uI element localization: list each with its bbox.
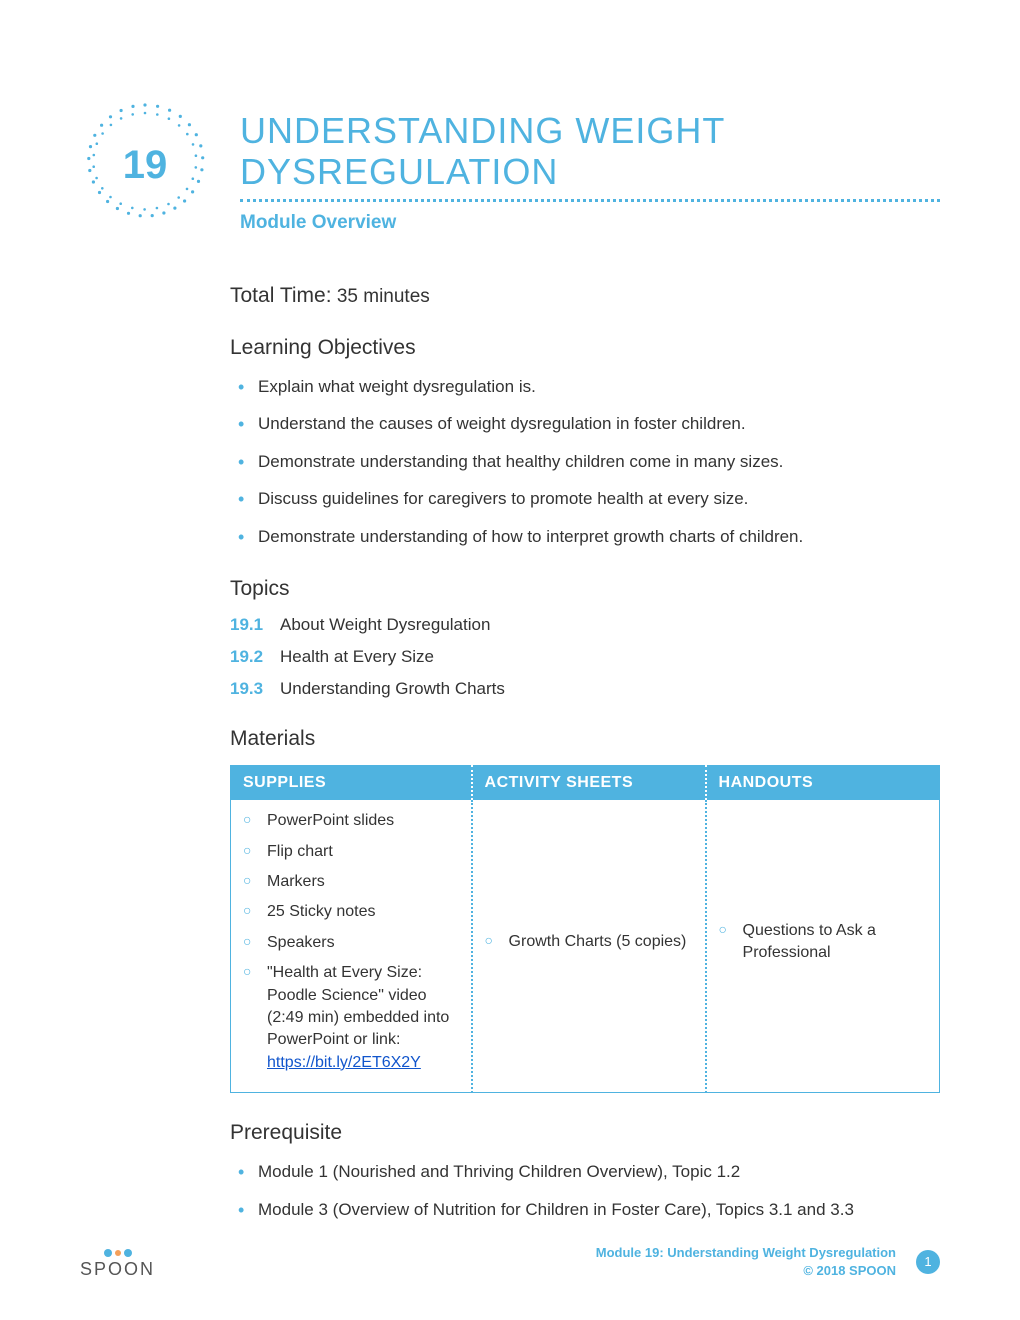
topic-title: About Weight Dysregulation <box>280 615 490 635</box>
objectives-heading: Learning Objectives <box>230 336 940 360</box>
video-link[interactable]: https://bit.ly/2ET6X2Y <box>267 1054 421 1071</box>
total-time-label: Total Time: <box>230 284 332 307</box>
col-handouts: HANDOUTS <box>706 766 940 801</box>
footer-text: Module 19: Understanding Weight Dysregul… <box>596 1244 896 1280</box>
materials-heading: Materials <box>230 727 940 751</box>
list-item: Demonstrate understanding of how to inte… <box>230 524 940 550</box>
activity-list: Growth Charts (5 copies) <box>485 931 693 953</box>
spoon-icon <box>104 1249 132 1257</box>
footer-copyright: © 2018 SPOON <box>596 1262 896 1280</box>
logo-text: SPOON <box>80 1259 155 1280</box>
list-item: Growth Charts (5 copies) <box>485 931 693 953</box>
list-item: Module 3 (Overview of Nutrition for Chil… <box>230 1197 940 1223</box>
list-item: "Health at Every Size: Poodle Science" v… <box>243 962 459 1074</box>
subtitle: Module Overview <box>240 212 940 234</box>
supplies-list: PowerPoint slides Flip chart Markers 25 … <box>243 810 459 1074</box>
col-supplies: SUPPLIES <box>231 766 472 801</box>
header: 19 UNDERSTANDING WEIGHT DYSREGULATION Mo… <box>80 100 940 234</box>
video-text: "Health at Every Size: Poodle Science" v… <box>267 964 449 1048</box>
total-time: Total Time: 35 minutes <box>230 284 940 308</box>
supplies-cell: PowerPoint slides Flip chart Markers 25 … <box>231 800 472 1092</box>
content: Total Time: 35 minutes Learning Objectiv… <box>230 284 940 1222</box>
topic-title: Health at Every Size <box>280 647 434 667</box>
list-item: Module 1 (Nourished and Thriving Childre… <box>230 1159 940 1185</box>
topic-number: 19.1 <box>230 615 280 635</box>
topics-list: 19.1 About Weight Dysregulation 19.2 Hea… <box>230 615 940 699</box>
title-block: UNDERSTANDING WEIGHT DYSREGULATION Modul… <box>240 100 940 234</box>
list-item: PowerPoint slides <box>243 810 459 832</box>
list-item: Discuss guidelines for caregivers to pro… <box>230 486 940 512</box>
list-item: Speakers <box>243 932 459 954</box>
topic-title: Understanding Growth Charts <box>280 679 505 699</box>
topic-item: 19.2 Health at Every Size <box>230 647 940 667</box>
list-item: Flip chart <box>243 841 459 863</box>
page-number: 1 <box>916 1250 940 1274</box>
page-title: UNDERSTANDING WEIGHT DYSREGULATION <box>240 110 940 193</box>
topics-heading: Topics <box>230 577 940 601</box>
objectives-list: Explain what weight dysregulation is. Un… <box>230 374 940 550</box>
handouts-list: Questions to Ask a Professional <box>719 920 927 965</box>
col-activity: ACTIVITY SHEETS <box>472 766 706 801</box>
handouts-cell: Questions to Ask a Professional <box>706 800 940 1092</box>
prerequisite-heading: Prerequisite <box>230 1121 940 1145</box>
total-time-value: 35 minutes <box>337 286 430 307</box>
topic-item: 19.1 About Weight Dysregulation <box>230 615 940 635</box>
module-badge: 19 <box>80 100 210 230</box>
materials-table: SUPPLIES ACTIVITY SHEETS HANDOUTS PowerP… <box>230 765 940 1093</box>
list-item: Demonstrate understanding that healthy c… <box>230 449 940 475</box>
footer-right: Module 19: Understanding Weight Dysregul… <box>596 1244 940 1280</box>
prerequisite-list: Module 1 (Nourished and Thriving Childre… <box>230 1159 940 1222</box>
list-item: 25 Sticky notes <box>243 901 459 923</box>
footer: SPOON Module 19: Understanding Weight Dy… <box>80 1244 940 1280</box>
topic-number: 19.2 <box>230 647 280 667</box>
dotted-divider <box>240 199 940 202</box>
topic-number: 19.3 <box>230 679 280 699</box>
list-item: Explain what weight dysregulation is. <box>230 374 940 400</box>
activity-cell: Growth Charts (5 copies) <box>472 800 706 1092</box>
dotted-circle-icon <box>80 100 210 230</box>
list-item: Understand the causes of weight dysregul… <box>230 411 940 437</box>
page-container: 19 UNDERSTANDING WEIGHT DYSREGULATION Mo… <box>0 0 1020 1320</box>
logo: SPOON <box>80 1249 155 1280</box>
list-item: Questions to Ask a Professional <box>719 920 927 965</box>
footer-module: Module 19: Understanding Weight Dysregul… <box>596 1244 896 1262</box>
topic-item: 19.3 Understanding Growth Charts <box>230 679 940 699</box>
list-item: Markers <box>243 871 459 893</box>
